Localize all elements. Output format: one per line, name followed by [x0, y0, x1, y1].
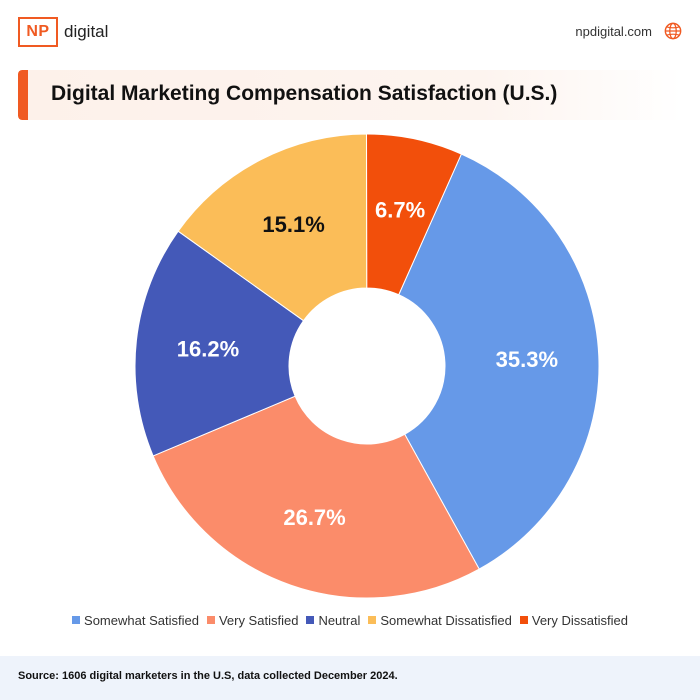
slice-very-satisfied — [152, 395, 480, 599]
chart-legend: Somewhat Satisfied Very Satisfied Neutral S… — [0, 609, 700, 631]
slice-label-neutral: 16.2% — [177, 336, 239, 361]
slice-very-dissatisfied — [366, 133, 463, 296]
chart-title: Digital Marketing Compensation Satisfact… — [51, 82, 558, 105]
site-url: npdigital.com — [575, 23, 652, 39]
legend-item-somewhat-satisfied: Somewhat Satisfied — [72, 613, 199, 628]
legend-label-very-satisfied: Very Satisfied — [218, 612, 299, 628]
slice-label-very-satisfied: 26.7% — [283, 505, 345, 530]
slice-somewhat-satisfied — [398, 153, 600, 570]
slice-somewhat-dissatisfied — [177, 133, 368, 322]
np-digital-logo[interactable]: NP digital — [18, 16, 108, 48]
logo-word: digital — [64, 22, 109, 41]
legend-item-very-dissatisfied: Very Dissatisfied — [519, 612, 628, 628]
legend-swatch-somewhat-dissatisfied — [368, 616, 377, 624]
legend-swatch-somewhat-satisfied — [72, 616, 81, 624]
legend-swatch-neutral — [306, 616, 315, 624]
title-accent — [18, 70, 28, 120]
slice-label-very-dissatisfied: 6.7% — [375, 197, 425, 222]
donut-chart-svg: 35.3% 26.7% 16.2% 15.1% 6.7% — [134, 133, 600, 599]
slice-neutral — [134, 230, 305, 457]
legend-label-neutral: Neutral — [318, 612, 361, 628]
legend-swatch-very-satisfied — [206, 616, 215, 624]
site-link[interactable]: npdigital.com — [575, 22, 682, 40]
legend-label-somewhat-dissatisfied: Somewhat Dissatisfied — [380, 612, 512, 628]
slice-label-somewhat-satisfied: 35.3% — [496, 347, 558, 372]
globe-icon — [664, 22, 682, 40]
source-note: Source: 1606 digital marketers in the U.… — [18, 670, 398, 682]
legend-item-neutral: Neutral — [306, 613, 360, 628]
legend-item-somewhat-dissatisfied: Somewhat Dissatisfied — [368, 613, 512, 628]
legend-label-somewhat-satisfied: Somewhat Satisfied — [84, 612, 199, 628]
slice-label-somewhat-dissatisfied: 15.1% — [262, 212, 324, 237]
legend-swatch-very-dissatisfied — [519, 616, 528, 624]
title-bar: Digital Marketing Compensation Satisfact… — [18, 70, 682, 120]
legend-label-very-dissatisfied: Very Dissatisfied — [531, 612, 628, 628]
logo-mark: NP — [18, 17, 58, 47]
donut-chart: 35.3% 26.7% 16.2% 15.1% 6.7% — [0, 126, 700, 606]
header: NP digital npdigital.com — [0, 0, 700, 60]
footer: Source: 1606 digital marketers in the U.… — [0, 656, 700, 700]
legend-item-very-satisfied: Very Satisfied — [206, 612, 299, 628]
